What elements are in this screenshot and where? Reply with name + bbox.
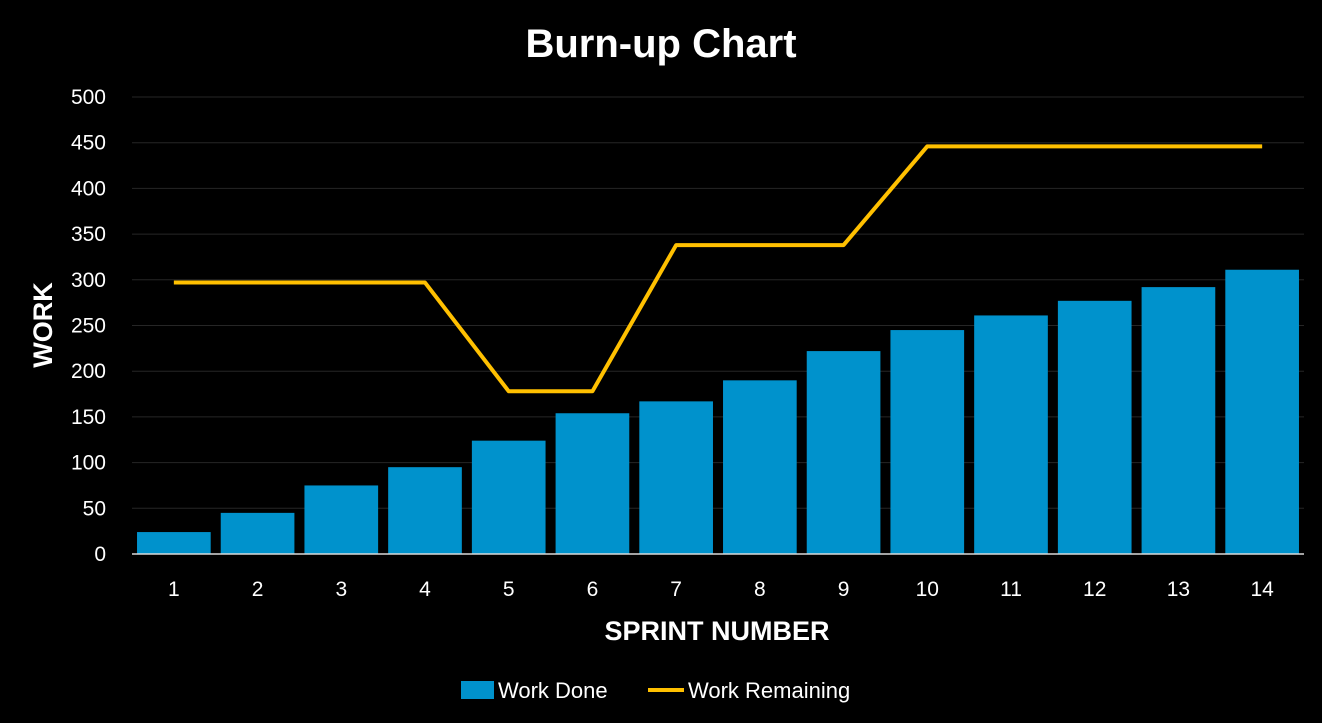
x-tick-label: 13	[1167, 578, 1190, 601]
bar-work-done	[471, 440, 546, 554]
legend-work-done-swatch	[461, 681, 494, 699]
bar-work-done	[1141, 287, 1216, 554]
bar-work-done	[723, 380, 797, 554]
bar-series	[137, 269, 1299, 554]
legend-work-remaining-label: Work Remaining	[688, 678, 850, 703]
y-axis-label: WORK	[28, 282, 58, 368]
x-tick-label: 7	[670, 578, 682, 601]
x-tick-label: 12	[1083, 578, 1106, 601]
line-work-remaining	[173, 144, 1263, 394]
x-tick-label: 6	[587, 578, 599, 601]
legend: Work Done Work Remaining	[461, 678, 850, 703]
x-tick-label: 11	[1000, 578, 1022, 601]
x-tick-label: 9	[838, 578, 850, 601]
x-tick-label: 1	[168, 578, 180, 601]
bar-work-done	[137, 532, 211, 554]
x-tick-label: 10	[916, 578, 939, 601]
y-tick-label: 200	[71, 360, 106, 383]
bar-work-done	[388, 467, 462, 554]
bar-work-done	[304, 485, 379, 554]
line-series	[173, 144, 1263, 394]
x-tick-label: 5	[503, 578, 515, 601]
bar-work-done	[639, 401, 713, 554]
x-tick-label: 2	[252, 578, 264, 601]
y-tick-label: 350	[71, 223, 106, 246]
legend-work-done-label: Work Done	[498, 678, 608, 703]
y-tick-label: 150	[71, 406, 106, 429]
bar-work-done	[974, 315, 1048, 554]
x-tick-label: 14	[1250, 578, 1274, 601]
x-axis-label: SPRINT NUMBER	[604, 616, 829, 646]
y-tick-label: 300	[71, 269, 106, 292]
x-tick-label: 4	[419, 578, 431, 601]
y-tick-label: 0	[94, 543, 106, 566]
bar-work-done	[890, 330, 965, 554]
x-axis-ticks: 1 2 3 4 5 6 7 8 9 10 11 12 13 14	[168, 578, 1274, 601]
bar-work-done	[1057, 300, 1132, 554]
y-tick-label: 500	[71, 86, 106, 109]
bar-work-done	[1225, 269, 1299, 554]
y-axis-ticks: 0 50 100 150 200 250 300 350 400 450 500	[71, 86, 106, 566]
x-tick-label: 8	[754, 578, 766, 601]
bar-work-done	[555, 413, 630, 554]
chart-title: Burn-up Chart	[525, 22, 796, 66]
y-tick-label: 400	[71, 177, 106, 200]
x-tick-label: 3	[335, 578, 347, 601]
y-tick-label: 100	[71, 452, 106, 475]
bar-work-done	[220, 512, 295, 554]
y-tick-label: 450	[71, 132, 106, 155]
y-tick-label: 50	[83, 497, 106, 520]
bar-work-done	[806, 351, 881, 554]
y-tick-label: 250	[71, 315, 106, 338]
gridlines	[132, 96, 1304, 509]
